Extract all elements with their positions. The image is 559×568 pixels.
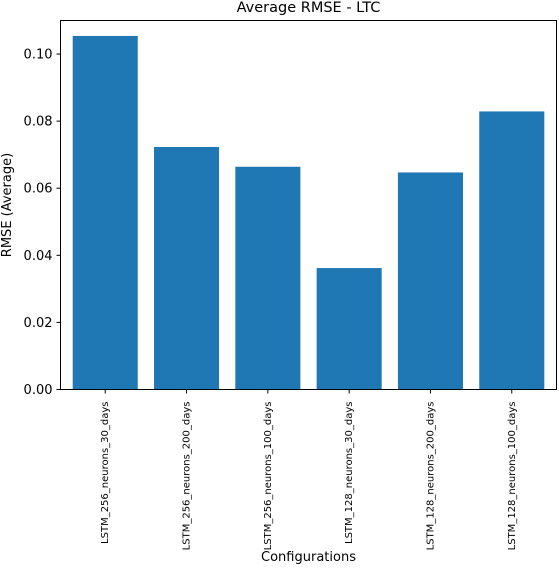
chart-title: Average RMSE - LTC xyxy=(237,0,381,16)
bar-LSTM_128_neurons_200_days xyxy=(397,172,463,390)
bars-layer xyxy=(72,35,545,390)
x-tick-label: LSTM_128_neurons_100_days xyxy=(507,402,518,551)
x-tick-label: LSTM_128_neurons_30_days xyxy=(344,402,355,544)
y-tick-label: 0.02 xyxy=(24,316,53,331)
x-tick-label: LSTM_256_neurons_200_days xyxy=(182,402,193,551)
y-tick-label: 0.04 xyxy=(24,249,53,264)
bar-LSTM_256_neurons_30_days xyxy=(72,35,138,390)
y-tick-label: 0.06 xyxy=(24,182,53,197)
y-tick-label: 0.08 xyxy=(24,115,53,130)
y-tick-label: 0.10 xyxy=(24,48,53,63)
y-tick-label: 0.00 xyxy=(24,383,53,398)
x-tick-label: LSTM_256_neurons_100_days xyxy=(263,402,274,551)
bar-LSTM_256_neurons_100_days xyxy=(235,166,301,390)
plot-frame xyxy=(60,20,557,390)
x-tick-label: LSTM_128_neurons_200_days xyxy=(425,402,436,551)
x-tick-label: LSTM_256_neurons_30_days xyxy=(100,402,111,544)
bar-LSTM_128_neurons_100_days xyxy=(479,111,545,390)
y-axis-ticks: 0.00 0.02 0.04 0.06 0.08 0.10 xyxy=(24,48,61,398)
x-axis-ticks: LSTM_256_neurons_30_days LSTM_256_neurons… xyxy=(100,389,518,551)
bar-LSTM_256_neurons_200_days xyxy=(154,146,220,390)
y-axis-label: RMSE (Average) xyxy=(0,153,15,257)
x-axis-label: Configurations xyxy=(261,550,356,564)
bar-LSTM_128_neurons_30_days xyxy=(316,268,382,390)
